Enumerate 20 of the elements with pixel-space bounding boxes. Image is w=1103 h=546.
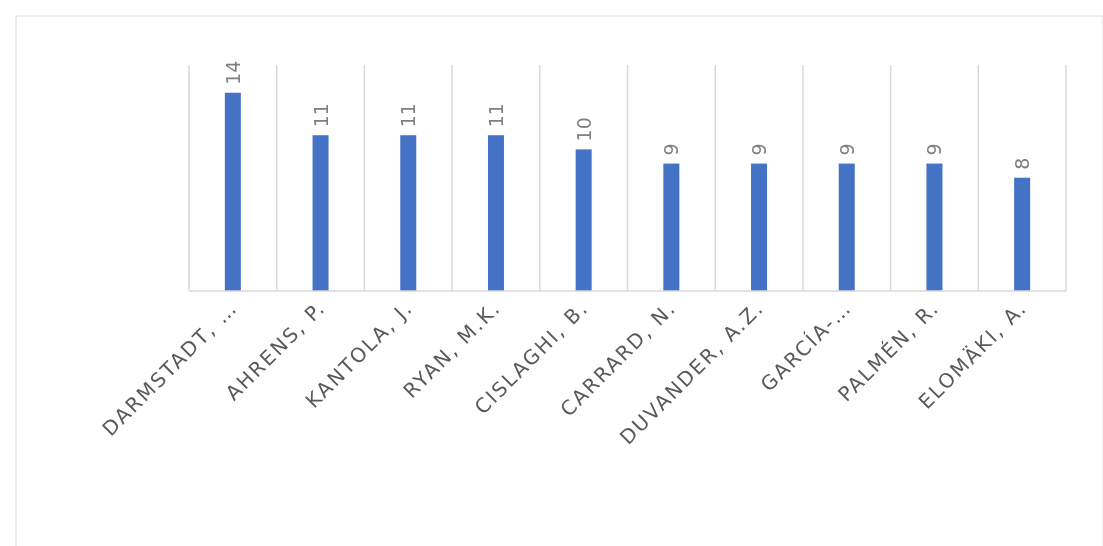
data-label: 11 <box>397 103 420 128</box>
data-label: 10 <box>572 117 595 142</box>
data-label: 9 <box>923 143 946 156</box>
data-label: 11 <box>309 103 332 128</box>
data-label: 11 <box>484 103 507 128</box>
data-label: 8 <box>1011 157 1034 170</box>
data-label: 14 <box>221 60 244 85</box>
data-label: 9 <box>660 143 683 156</box>
bar <box>224 92 241 291</box>
bar <box>663 163 680 291</box>
data-label: 9 <box>748 143 771 156</box>
bar <box>926 163 943 291</box>
bar <box>751 163 768 291</box>
bar <box>312 135 329 291</box>
bar <box>838 163 855 291</box>
data-label: 9 <box>835 143 858 156</box>
bar <box>575 149 592 291</box>
bar <box>1014 177 1031 291</box>
bar <box>400 135 417 291</box>
bar <box>487 135 504 291</box>
